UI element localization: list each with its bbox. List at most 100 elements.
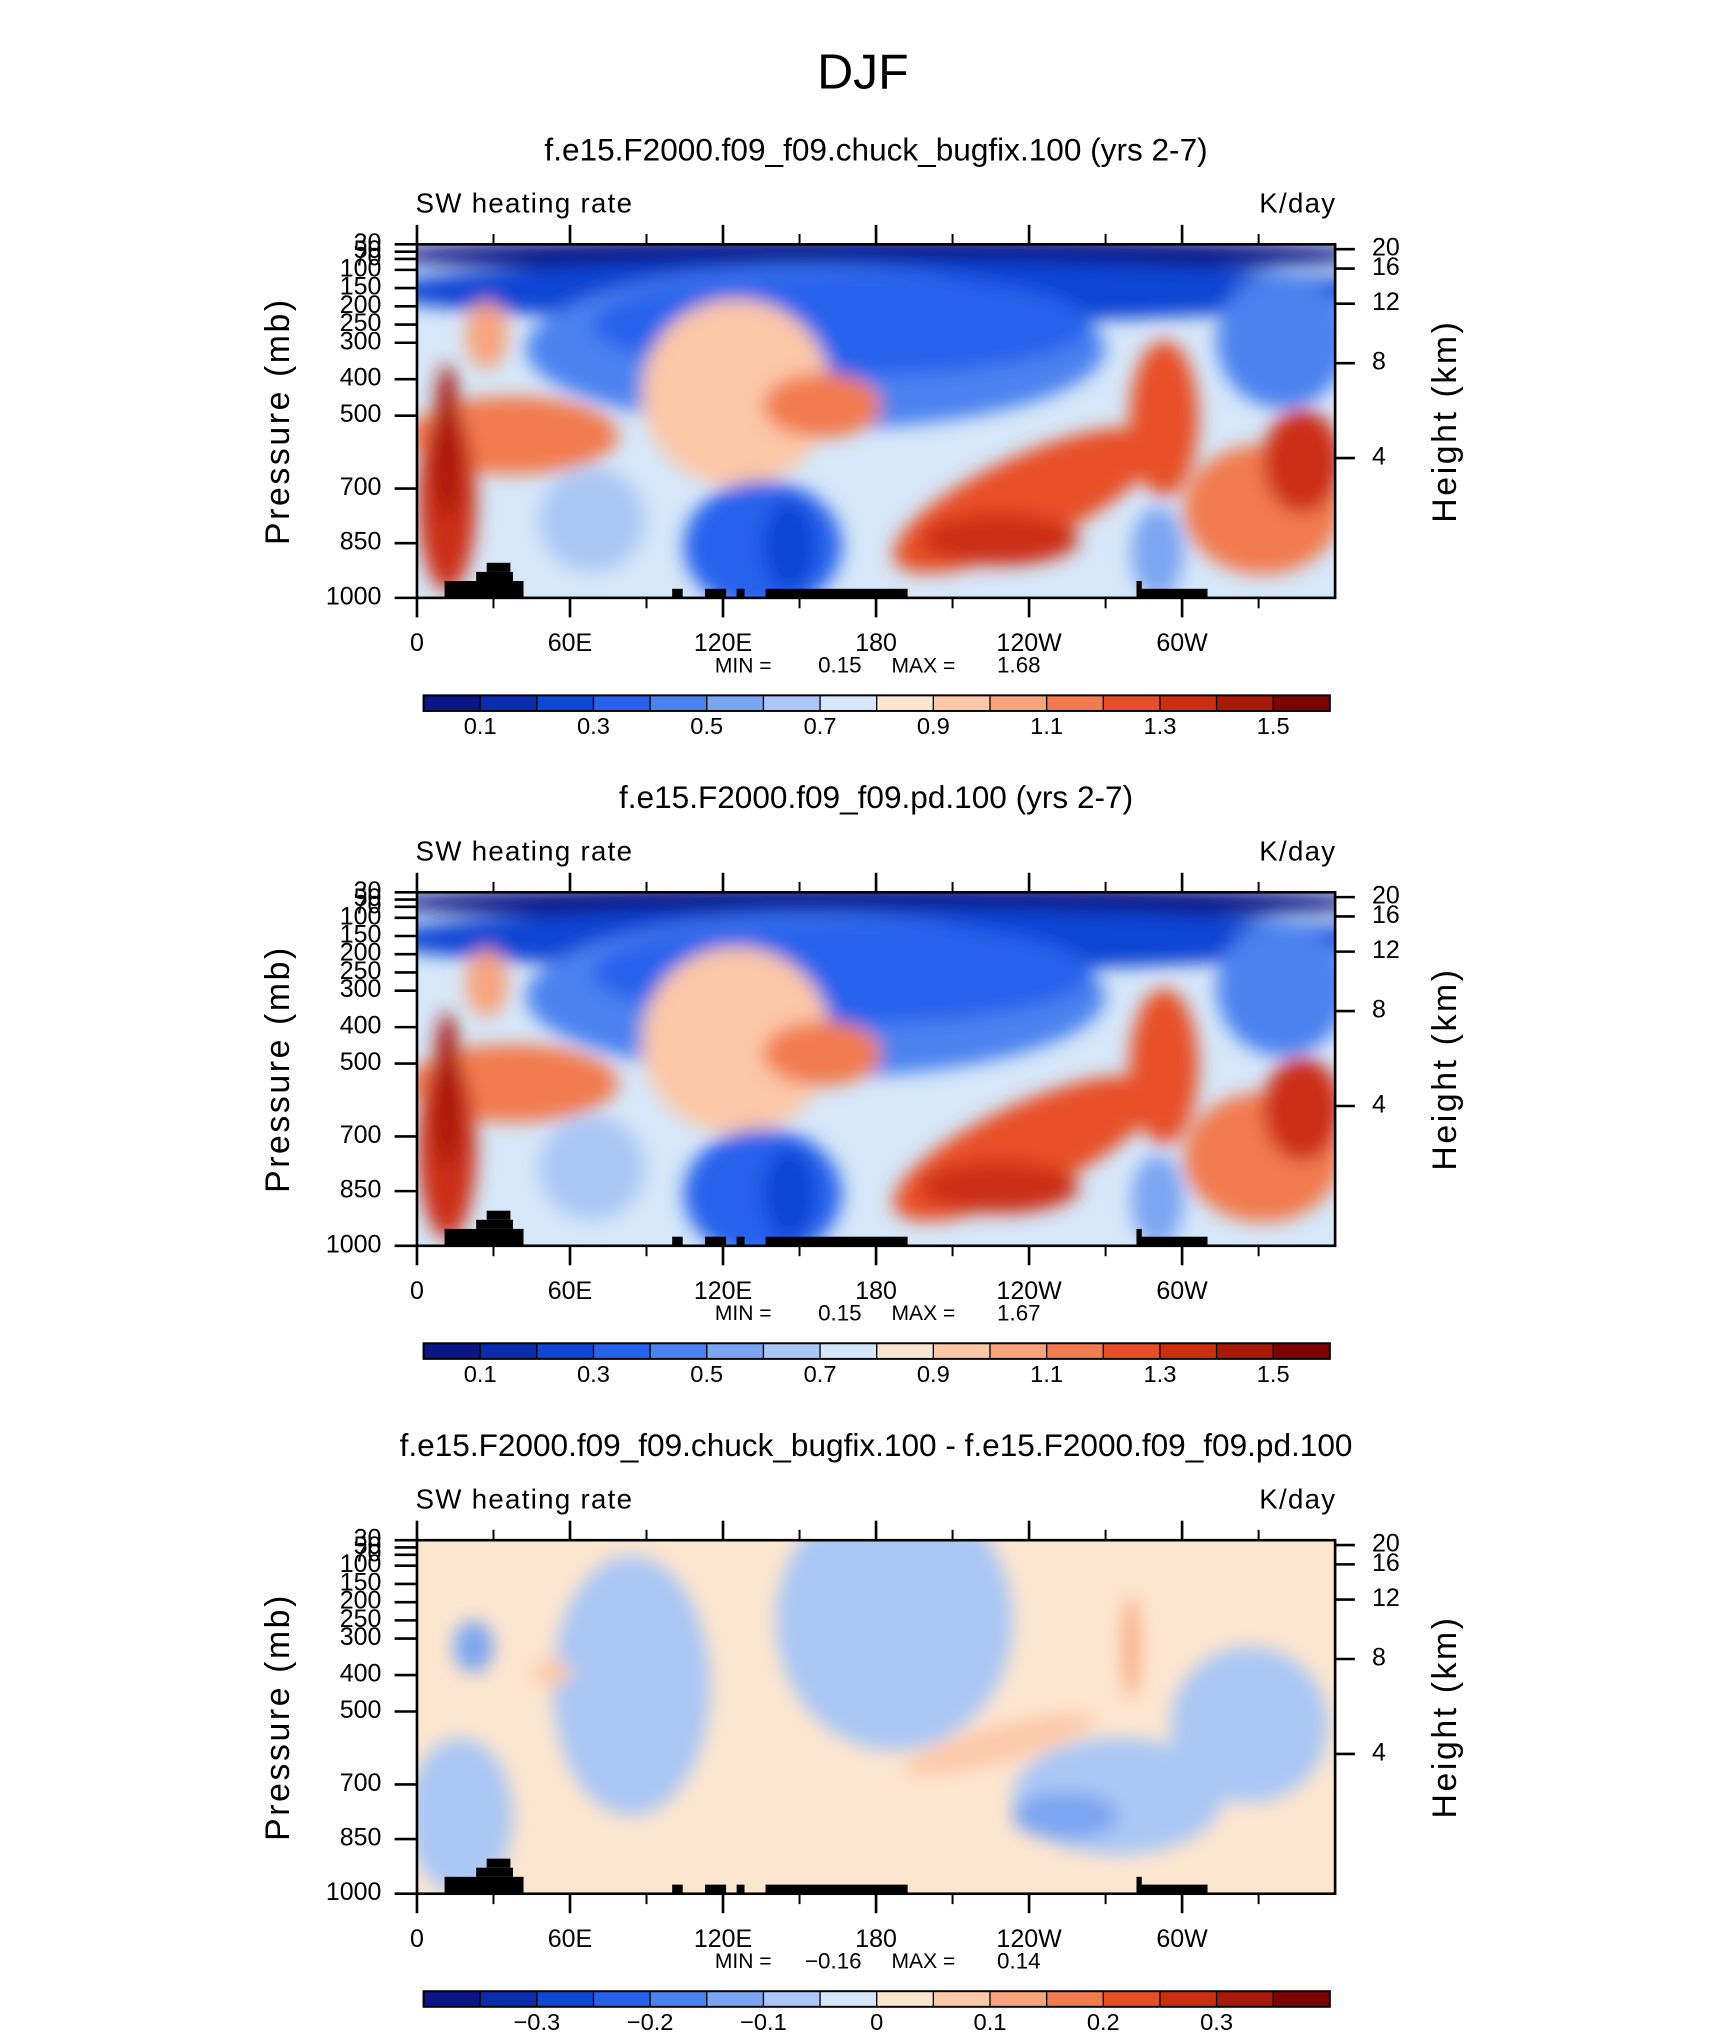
colorbar-tick-label: 0.2 bbox=[1087, 2009, 1120, 2035]
y2-axis-label: Height (km) bbox=[1426, 320, 1464, 523]
colorbar-tick-label: −0.2 bbox=[627, 2009, 674, 2035]
colorbar-tick-label: 0.7 bbox=[804, 713, 837, 739]
colorbar-tick-label: −0.1 bbox=[740, 2009, 787, 2035]
colorbar-box bbox=[1103, 1343, 1160, 1359]
field-region bbox=[434, 363, 461, 520]
colorbar-tick-label: 1.3 bbox=[1143, 713, 1176, 739]
contour-field bbox=[416, 892, 1336, 1246]
colorbar-box bbox=[876, 1343, 934, 1359]
x-tick-label: 60W bbox=[1156, 630, 1208, 657]
topography bbox=[672, 1884, 683, 1894]
y2-tick-label: 16 bbox=[1372, 254, 1400, 281]
y-tick-label: 1000 bbox=[326, 584, 382, 611]
colorbar-box bbox=[1273, 695, 1330, 711]
colorbar-box bbox=[1046, 1991, 1104, 2007]
topography bbox=[705, 588, 727, 598]
topography bbox=[736, 1884, 745, 1894]
y2-tick-label: 4 bbox=[1372, 1740, 1386, 1767]
x-tick-label: 120W bbox=[996, 1278, 1062, 1305]
y-tick-label: 500 bbox=[340, 401, 382, 428]
colorbar-box bbox=[536, 1343, 594, 1359]
y-tick-label: 850 bbox=[340, 529, 382, 556]
y-tick-label: 100 bbox=[340, 903, 382, 930]
y-tick-label: 150 bbox=[340, 1570, 382, 1597]
colorbar-box bbox=[1159, 695, 1217, 711]
y-axis-label: Pressure (mb) bbox=[259, 945, 297, 1193]
colorbar-box bbox=[933, 695, 990, 711]
y-tick-label: 850 bbox=[340, 1825, 382, 1852]
y2-tick-label: 4 bbox=[1372, 444, 1386, 471]
colorbar-box bbox=[1216, 1343, 1274, 1359]
colorbar-box bbox=[536, 1991, 594, 2007]
y2-tick-label: 8 bbox=[1372, 1645, 1386, 1672]
y-tick-label: 250 bbox=[340, 1606, 382, 1633]
colorbar-box bbox=[480, 1343, 537, 1359]
panel: f.e15.F2000.f09_f09.chuck_bugfix.100 - f… bbox=[259, 1428, 1464, 2035]
colorbar-tick-label: 1.5 bbox=[1257, 1361, 1290, 1387]
colorbar-box bbox=[650, 1991, 707, 2007]
y2-tick-label: 16 bbox=[1372, 1550, 1400, 1577]
x-tick-label: 120E bbox=[694, 1926, 752, 1953]
min-value: 0.15 bbox=[818, 1301, 862, 1326]
colorbar-tick-label: 0.3 bbox=[577, 713, 610, 739]
max-label: MAX = bbox=[892, 1302, 956, 1325]
y2-axis-label: Height (km) bbox=[1426, 1615, 1464, 1818]
colorbar-box bbox=[1046, 1343, 1104, 1359]
topography bbox=[705, 1884, 727, 1894]
colorbar-box bbox=[989, 1991, 1047, 2007]
y2-tick-label: 20 bbox=[1372, 883, 1400, 910]
y-tick-label: 300 bbox=[340, 1624, 382, 1651]
colorbar-box bbox=[820, 695, 877, 711]
colorbar-box bbox=[989, 1343, 1047, 1359]
y-tick-label: 300 bbox=[340, 328, 382, 355]
y-tick-label: 30 bbox=[354, 878, 382, 905]
max-value: 1.67 bbox=[997, 1301, 1041, 1326]
y2-tick-label: 16 bbox=[1372, 902, 1400, 929]
x-tick-label: 0 bbox=[410, 1926, 424, 1953]
colorbar-box bbox=[423, 1991, 481, 2007]
colorbar-box bbox=[763, 695, 821, 711]
colorbar-box bbox=[820, 1991, 877, 2007]
panel-title: f.e15.F2000.f09_f09.chuck_bugfix.100 (yr… bbox=[544, 132, 1207, 167]
x-tick-label: 60W bbox=[1156, 1278, 1208, 1305]
y-tick-label: 200 bbox=[340, 292, 382, 319]
y-tick-label: 200 bbox=[340, 940, 382, 967]
panel: f.e15.F2000.f09_f09.pd.100 (yrs 2-7) SW h… bbox=[259, 780, 1464, 1387]
colorbar-box bbox=[1273, 1991, 1330, 2007]
y-tick-label: 100 bbox=[340, 1551, 382, 1578]
colorbar-box bbox=[989, 695, 1047, 711]
field-shapes bbox=[416, 1540, 1329, 1894]
colorbar-box bbox=[593, 1991, 651, 2007]
topography bbox=[486, 562, 511, 572]
min-label: MIN = bbox=[715, 654, 772, 677]
colorbar-tick-label: −0.3 bbox=[513, 2009, 560, 2035]
x-tick-label: 120E bbox=[694, 630, 752, 657]
max-label: MAX = bbox=[892, 654, 956, 677]
max-label: MAX = bbox=[892, 1950, 956, 1973]
colorbar-frame bbox=[422, 1342, 1331, 1360]
x-tick-label: 60E bbox=[548, 1926, 592, 1953]
topography bbox=[1136, 588, 1208, 598]
y-axis-label: Pressure (mb) bbox=[259, 1593, 297, 1841]
y2-tick-label: 20 bbox=[1372, 1531, 1400, 1558]
field-region bbox=[1012, 1792, 1119, 1840]
colorbar-tick-label: 0 bbox=[870, 2009, 883, 2035]
field-region bbox=[416, 1737, 513, 1894]
colorbar-tick-label: 1.1 bbox=[1030, 713, 1063, 739]
y-tick-label: 1000 bbox=[326, 1879, 382, 1906]
colorbar-tick-label: 0.1 bbox=[464, 713, 497, 739]
colorbar-tick-label: 0.1 bbox=[974, 2009, 1007, 2035]
colorbar-box bbox=[1216, 1991, 1274, 2007]
x-tick-label: 120W bbox=[996, 1926, 1062, 1953]
min-label: MIN = bbox=[715, 1302, 772, 1325]
field-region bbox=[539, 1115, 645, 1220]
y-tick-label: 50 bbox=[354, 1533, 382, 1560]
y-tick-label: 30 bbox=[354, 230, 382, 257]
y-tick-label: 700 bbox=[340, 1122, 382, 1149]
field-region bbox=[920, 513, 1079, 566]
x-tick-label: 60E bbox=[548, 1278, 592, 1305]
y2-tick-label: 20 bbox=[1372, 235, 1400, 262]
field-region bbox=[465, 949, 508, 1018]
left-label: SW heating rate bbox=[416, 836, 634, 867]
